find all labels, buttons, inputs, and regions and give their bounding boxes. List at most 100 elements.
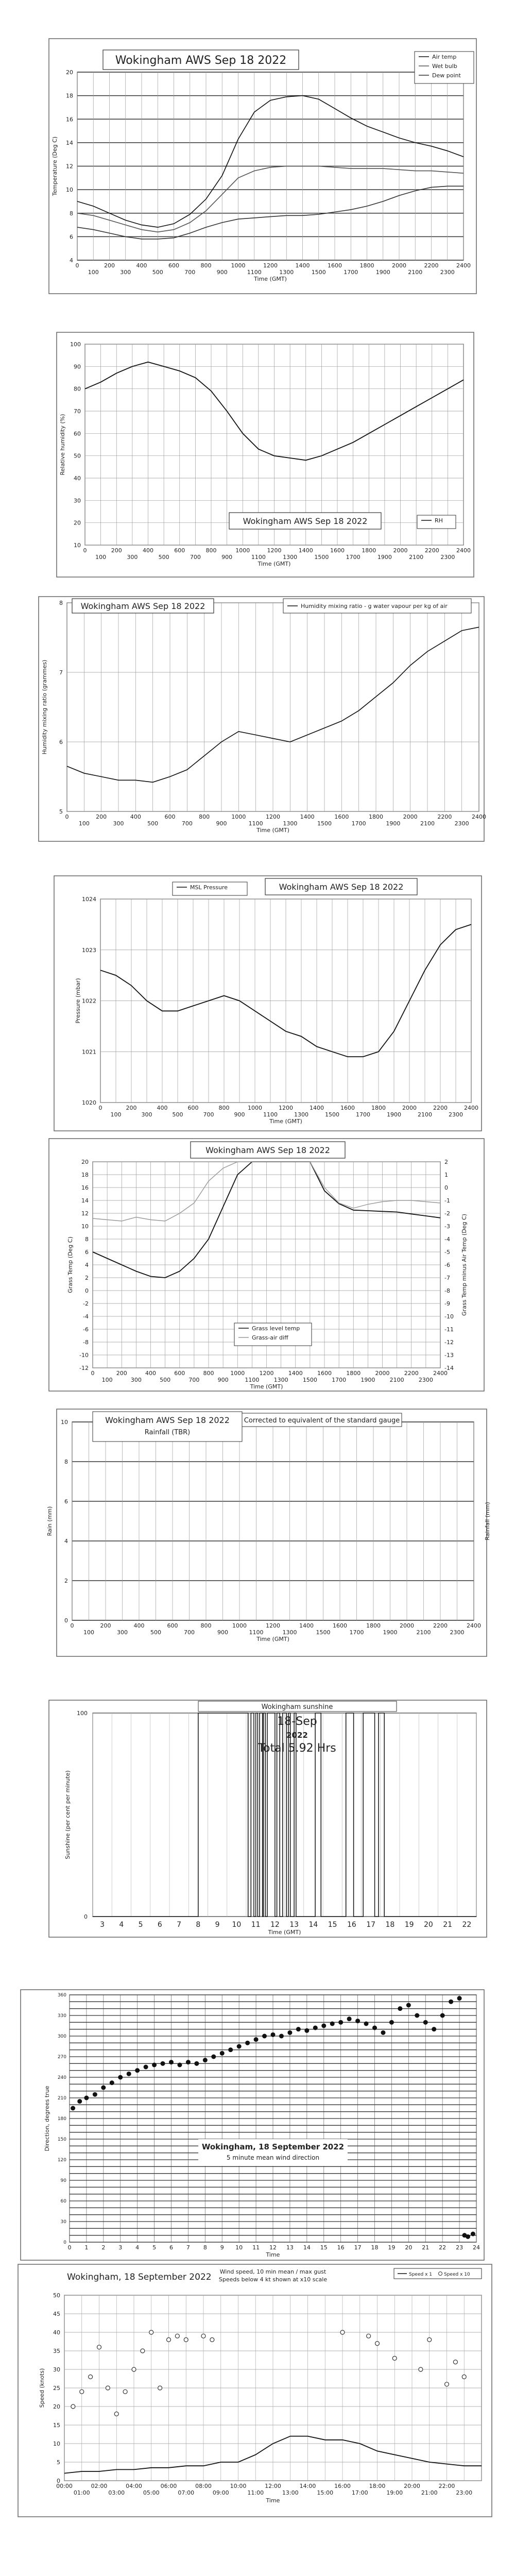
x-tick-label: 0 (68, 2244, 72, 2251)
series-line-mixing-ratio (66, 626, 479, 783)
x-tick-label: 4 (135, 2244, 139, 2251)
y-tick-label: 0 (84, 1913, 88, 1920)
y-tick-label: 1024 (82, 896, 96, 903)
x-tick-label: 2200 (424, 262, 439, 269)
x-tick-label: 500 (147, 820, 158, 827)
y-tick-label: 70 (74, 408, 81, 415)
data-point (169, 2060, 174, 2065)
x-tick-label: 2300 (440, 554, 455, 561)
x-tick-label: 16 (347, 1921, 356, 1929)
y-right-tick-label: -4 (444, 1236, 450, 1243)
x-tick-label: 15 (320, 2244, 328, 2251)
y-tick-label: 1023 (82, 947, 96, 954)
chart-title-box (198, 2139, 348, 2166)
x-axis-label: Time (GMT) (269, 1118, 302, 1125)
data-point-x10 (210, 2337, 215, 2342)
x-tick-label: 600 (174, 547, 185, 554)
data-point (211, 2054, 216, 2059)
x-tick-label: 1900 (386, 820, 400, 827)
data-point (228, 2047, 233, 2053)
x-tick-label: 100 (88, 269, 99, 276)
data-point (287, 2030, 293, 2035)
chart-title-box (72, 598, 214, 614)
chart-title-box (190, 1141, 346, 1159)
x-tick-label: 600 (165, 814, 176, 820)
x-tick-label: 1100 (247, 269, 262, 276)
x-tick-label: 1 (84, 2244, 88, 2251)
y-tick-label: 10 (74, 542, 81, 549)
x-tick-label: 11 (252, 2244, 260, 2251)
x-tick-label: 1400 (310, 1105, 324, 1111)
x-tick-label: 2200 (433, 1105, 448, 1111)
chart-title: Wokingham AWS Sep 18 2022 (205, 1145, 330, 1155)
data-point-x10 (374, 2341, 380, 2346)
legend-label: Air temp (432, 54, 456, 60)
data-point (296, 2027, 301, 2032)
x-tick-label: 1100 (245, 1377, 259, 1383)
x-tick-label: 2200 (433, 1622, 448, 1629)
x-tick-label: 1600 (333, 1622, 347, 1629)
x-tick-label: 1300 (283, 820, 297, 827)
y-right-tick-label: -7 (444, 1275, 450, 1281)
data-point (457, 1996, 462, 2001)
chart-title: Wokingham sunshine (262, 1703, 333, 1711)
x-tick-label: 2100 (418, 1111, 432, 1118)
y-right-tick-label: 2 (444, 1159, 448, 1165)
x-tick-label: 4 (119, 1921, 124, 1929)
legend-box (234, 1323, 312, 1346)
series-line-rh (84, 361, 464, 461)
y-axis-label: Speed (knots) (39, 2368, 45, 2408)
x-tick-label: 7 (177, 1921, 181, 1929)
y-tick-label: 0 (63, 2240, 66, 2245)
x-axis-label: Time (GMT) (253, 276, 287, 282)
x-tick-label: 400 (145, 1370, 156, 1377)
data-point (109, 2080, 114, 2086)
x-tick-label: 2200 (404, 1370, 419, 1377)
x-tick-label: 22:00 (439, 2483, 455, 2489)
x-tick-label: 10:00 (230, 2483, 247, 2489)
y-tick-label: 30 (74, 497, 81, 504)
y-tick-label: 90 (61, 2178, 67, 2183)
x-tick-label: 1100 (251, 554, 266, 561)
x-tick-label: 1800 (360, 262, 374, 269)
y-tick-label: 30 (53, 2366, 60, 2373)
y-tick-label: 5 (57, 2459, 60, 2466)
x-tick-label: 400 (134, 1622, 145, 1629)
x-tick-label: 06:00 (161, 2483, 177, 2489)
x-tick-label: 2400 (433, 1370, 448, 1377)
y-tick-label: 18 (81, 1172, 89, 1178)
data-point (372, 2025, 377, 2030)
x-tick-label: 1000 (232, 1622, 247, 1629)
x-tick-label: 23 (456, 2244, 463, 2251)
series-line-air-temp (77, 95, 464, 228)
chart-title: Wokingham AWS Sep 18 2022 (115, 54, 287, 67)
x-tick-label: 02:00 (91, 2483, 108, 2489)
x-tick-label: 0 (65, 814, 69, 820)
x-tick-label: 1200 (266, 1622, 280, 1629)
temperature-chart: 4 6 8 10 12 14 16 18 20 Temperature (Deg C) 0 200 40… (48, 38, 477, 294)
data-point (202, 2058, 208, 2063)
x-tick-label: 21:00 (421, 2489, 438, 2496)
x-tick-label: 5 (139, 1921, 143, 1929)
x-tick-label: 5 (152, 2244, 156, 2251)
data-point (126, 2071, 131, 2076)
data-point-x10 (340, 2330, 345, 2335)
series-line-pressure (100, 924, 472, 1058)
x-tick-label: 13 (289, 1921, 299, 1929)
data-point-x10 (123, 2389, 128, 2394)
data-point (313, 2025, 318, 2030)
data-point-x10 (166, 2337, 171, 2342)
y-tick-label: 10 (66, 187, 73, 193)
x-axis-label: Time (GMT) (268, 1929, 301, 1936)
y-right-tick-label: 1 (444, 1172, 448, 1178)
x-tick-label: 18:00 (369, 2483, 386, 2489)
y-tick-label: 30 (61, 2219, 67, 2225)
x-tick-label: 2200 (437, 814, 452, 820)
legend-label: Grass level temp (252, 1325, 300, 1332)
x-tick-label: 3 (118, 2244, 122, 2251)
x-tick-label: 1800 (366, 1622, 381, 1629)
legend-box (283, 598, 472, 614)
x-tick-label: 500 (173, 1111, 183, 1118)
y-tick-label: 6 (85, 1249, 89, 1256)
x-tick-label: 1400 (288, 1370, 303, 1377)
